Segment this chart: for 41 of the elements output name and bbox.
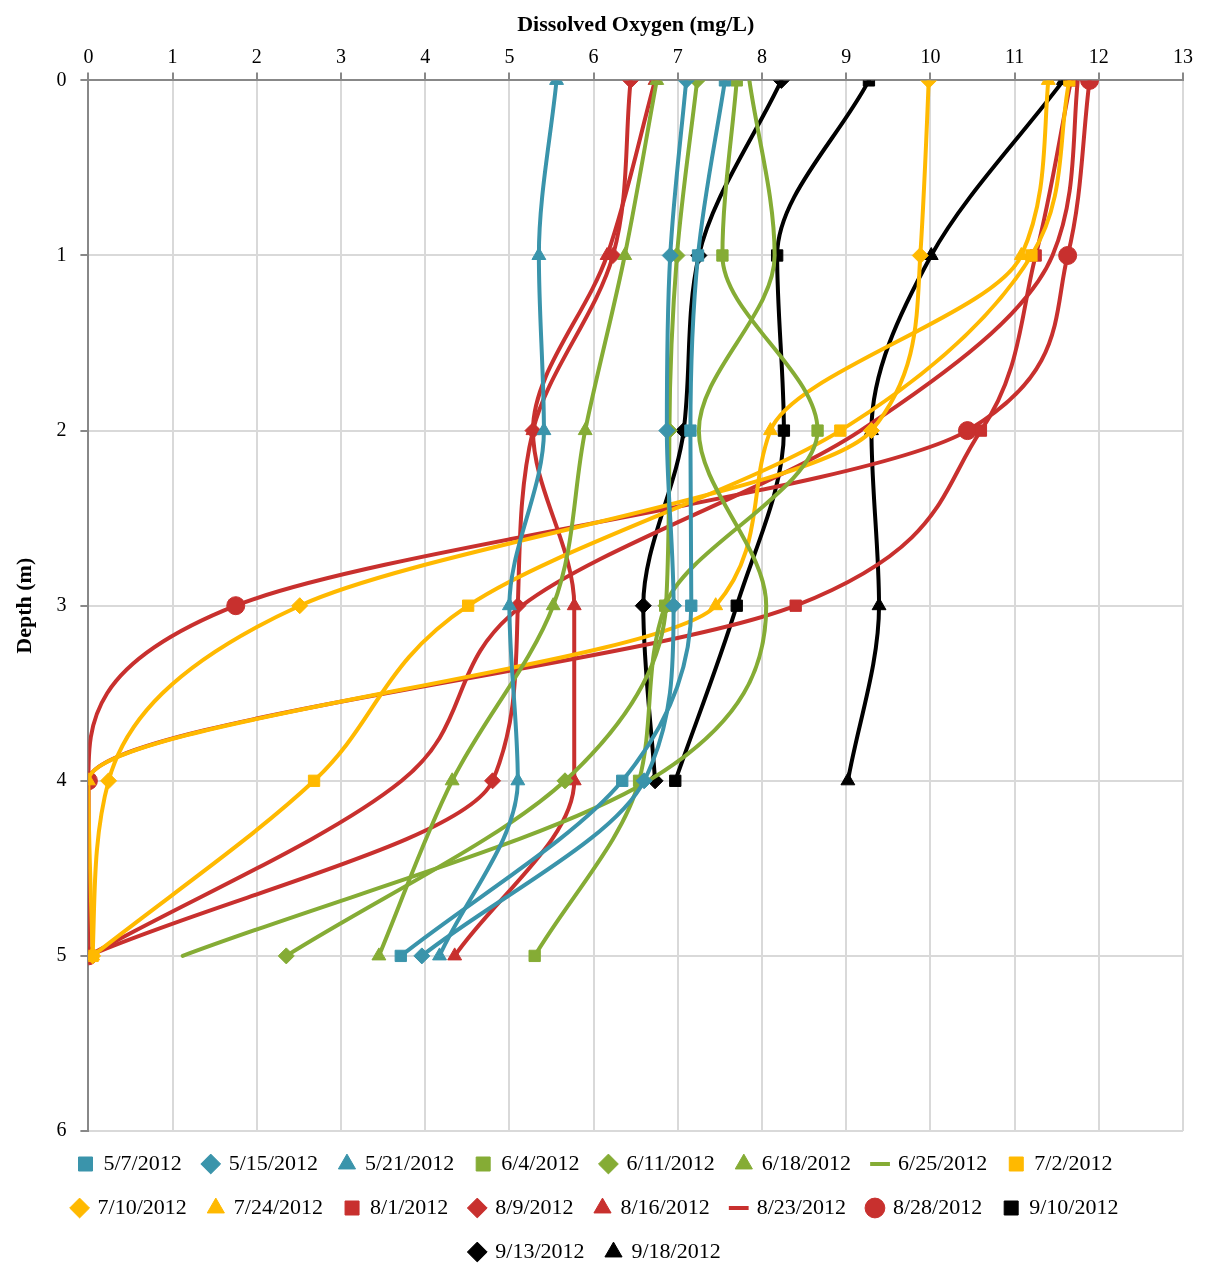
x-tick-label: 6	[588, 44, 599, 67]
x-tick-label: 4	[420, 44, 431, 67]
legend-label: 5/15/2012	[228, 1149, 318, 1175]
legend-label: 8/23/2012	[756, 1193, 846, 1219]
legend-label: 6/4/2012	[501, 1149, 580, 1175]
x-tick-label: 5	[504, 44, 515, 67]
y-tick-label: 6	[56, 1118, 67, 1141]
legend-label: 5/7/2012	[103, 1149, 182, 1175]
legend-label: 9/18/2012	[631, 1237, 721, 1263]
legend-label: 8/9/2012	[495, 1193, 574, 1219]
x-axis-title: Dissolved Oxygen (mg/L)	[517, 10, 755, 36]
y-axis-title: Depth (m)	[10, 557, 36, 654]
legend-label: 7/24/2012	[233, 1193, 324, 1219]
y-tick-label: 2	[56, 417, 67, 440]
x-tick-label: 3	[336, 44, 346, 67]
y-tick-label: 4	[56, 768, 67, 791]
legend-label: 7/2/2012	[1034, 1149, 1113, 1175]
legend-label: 9/13/2012	[495, 1237, 585, 1263]
x-tick-label: 0	[83, 44, 94, 67]
legend-label: 9/10/2012	[1029, 1193, 1119, 1219]
legend-label: 7/10/2012	[97, 1193, 187, 1219]
x-tick-label: 8	[757, 44, 767, 67]
legend-label: 6/11/2012	[626, 1149, 715, 1175]
legend-label: 8/28/2012	[892, 1193, 983, 1219]
x-tick-label: 9	[841, 44, 852, 67]
x-tick-label: 7	[672, 44, 683, 67]
y-tick-label: 0	[56, 67, 67, 90]
x-tick-label: 10	[920, 44, 941, 67]
y-tick-label: 5	[56, 943, 67, 966]
legend-label: 6/25/2012	[898, 1149, 988, 1175]
y-tick-label: 3	[56, 592, 67, 615]
x-tick-label: 12	[1088, 44, 1109, 67]
x-tick-label: 2	[251, 44, 262, 67]
x-tick-label: 1	[167, 44, 178, 67]
legend-label: 8/1/2012	[370, 1193, 449, 1219]
y-tick-label: 1	[56, 242, 67, 265]
legend-label: 5/21/2012	[364, 1149, 455, 1175]
legend-label: 8/16/2012	[620, 1193, 710, 1219]
x-tick-label: 11	[1004, 44, 1025, 67]
x-tick-label: 13	[1173, 44, 1193, 67]
legend-label: 6/18/2012	[761, 1149, 852, 1175]
